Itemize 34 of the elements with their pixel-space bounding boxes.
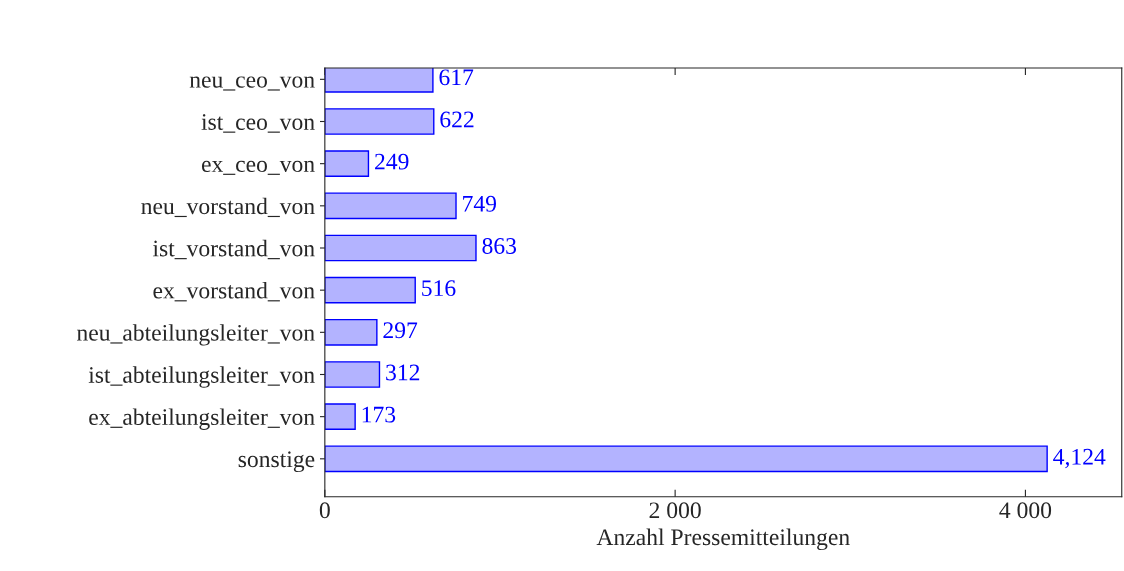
data-label: 4,124 [1053, 448, 1106, 469]
bar [324, 318, 378, 346]
y-tick-label: ex_abteilungsleiter_von [89, 408, 315, 430]
x-axis-title: Anzahl Pressemitteilungen [596, 528, 850, 551]
y-tick-label: ex_ceo_von [201, 160, 315, 175]
y-tick-label: neu_ceo_von [189, 76, 315, 91]
bar [324, 108, 435, 135]
data-label: 297 [383, 322, 418, 339]
y-tick-label: ist_ceo_von [201, 114, 315, 133]
bar [324, 445, 1048, 473]
bar [324, 361, 381, 388]
bar [324, 67, 434, 93]
x-tick-label: 2 000 [649, 502, 701, 519]
data-label: 173 [362, 406, 396, 423]
data-label: 617 [439, 69, 474, 86]
y-tick-label: sonstige [238, 451, 315, 473]
bar [324, 150, 370, 178]
data-label: 312 [386, 364, 420, 381]
y-tick-label: neu_vorstand_von [141, 197, 315, 218]
bar [324, 192, 457, 220]
bar [324, 276, 416, 304]
y-tick-label: ist_vorstand_von [152, 239, 315, 260]
data-label: 622 [440, 111, 474, 128]
y-tick-label: ist_abteilungsleiter_von [88, 366, 315, 388]
data-label: 249 [375, 153, 409, 170]
bar [324, 403, 356, 431]
data-label: 863 [482, 237, 517, 254]
y-tick-label: ex_vorstand_von [153, 281, 315, 302]
data-label: 516 [422, 280, 456, 297]
x-tick-label: 0 [319, 502, 330, 519]
data-label: 749 [463, 195, 497, 212]
x-tick-label: 4 000 [999, 502, 1052, 519]
bar [324, 234, 477, 262]
y-tick-label: neu_abteilungsleiter_von [76, 324, 315, 346]
